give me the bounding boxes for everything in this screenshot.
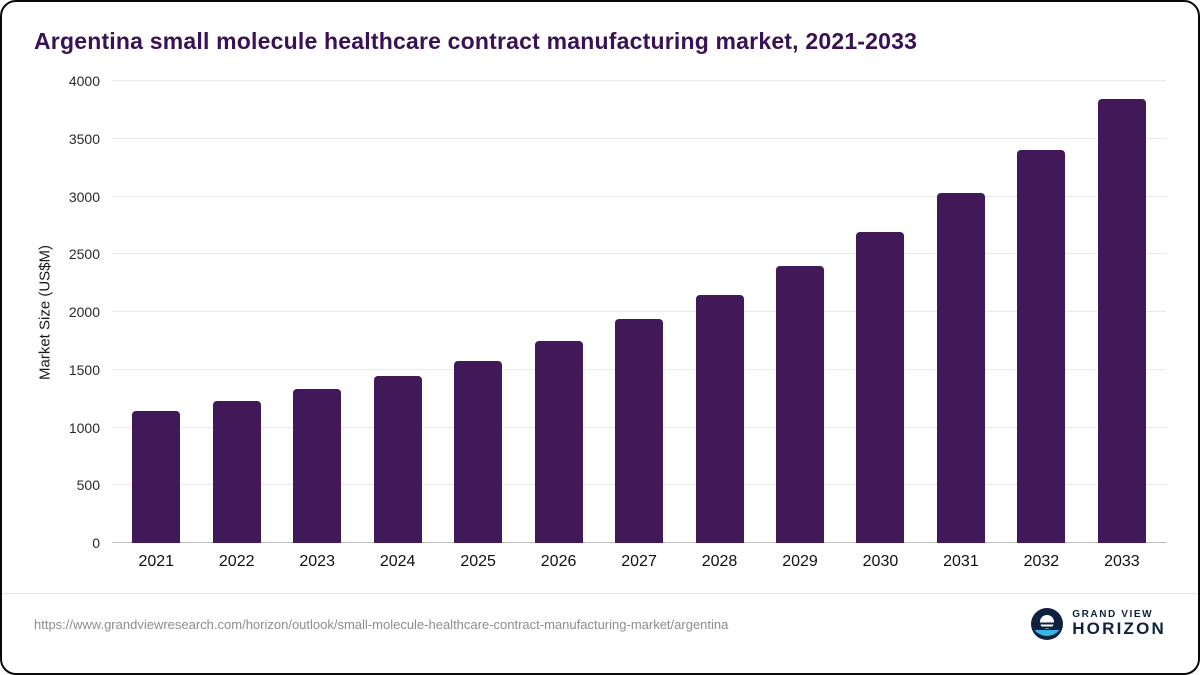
x-tick-label-2026: 2026 <box>540 553 577 570</box>
bar-cell-2026 <box>518 81 598 543</box>
bar-cell-2023 <box>277 81 357 543</box>
bar-cell-2028 <box>679 81 759 543</box>
plot-area: 0 500 1000 1500 2000 2500 3000 3500 4000 <box>69 73 1166 551</box>
y-tick-label-4000: 4000 <box>68 73 100 89</box>
bar-2027 <box>615 318 664 543</box>
x-tick-label-2021: 2021 <box>138 553 175 570</box>
x-tick-label-2024: 2024 <box>379 553 416 570</box>
bar-cell-2025 <box>438 81 518 543</box>
plot-column: 0 500 1000 1500 2000 2500 3000 3500 4000 2021 202… <box>69 73 1166 571</box>
y-tick-label-3500: 3500 <box>68 130 100 147</box>
brand-text: GRAND VIEW HORIZON <box>1072 608 1166 639</box>
gridline-4000 <box>112 80 1166 81</box>
x-tick-label-2031: 2031 <box>943 553 979 570</box>
bar-cell-2021 <box>116 81 196 543</box>
bar-2024 <box>373 375 422 543</box>
bar-cell-2033 <box>1082 81 1162 543</box>
bar-cell-2030 <box>840 81 920 543</box>
y-tick-label-0: 0 <box>92 535 100 551</box>
x-tick-label-2023: 2023 <box>299 553 335 570</box>
bar-cell-2024 <box>357 81 437 543</box>
gridline-3000 <box>112 195 1166 197</box>
y-tick-label-1500: 1500 <box>68 361 100 378</box>
bar-2033 <box>1097 99 1146 543</box>
bar-2028 <box>695 294 744 543</box>
x-tick-label-2022: 2022 <box>218 553 255 570</box>
chart-title: Argentina small molecule healthcare cont… <box>34 28 918 54</box>
y-tick-label-1000: 1000 <box>68 419 100 436</box>
y-tick-label-3000: 3000 <box>68 188 100 205</box>
gridline-2500 <box>112 253 1166 255</box>
bar-chart: Market Size (US$M) 0 500 1000 1500 2000 2500 3… <box>34 73 1166 571</box>
x-tick-label-2032: 2032 <box>1023 553 1060 570</box>
brand-logo: GRAND VIEW HORIZON <box>1031 608 1166 640</box>
x-axis-labels: 2021 2022 2023 2024 2025 2026 2027 2028 2029 2030… <box>112 553 1166 571</box>
gridline-2000 <box>112 311 1166 312</box>
bar-cell-2027 <box>599 81 679 543</box>
footer-divider <box>2 593 1198 594</box>
y-axis-label: Market Size (US$M) <box>36 244 54 380</box>
x-tick-label-2025: 2025 <box>460 553 496 570</box>
x-tick-label-2033: 2033 <box>1104 553 1140 570</box>
brand-name-top: GRAND VIEW <box>1072 608 1154 620</box>
y-tick-label-2500: 2500 <box>68 246 100 263</box>
horizon-logo-icon <box>1031 608 1064 640</box>
x-tick-label-2028: 2028 <box>701 553 738 570</box>
y-tick-label-2000: 2000 <box>68 304 100 320</box>
bar-2022 <box>212 400 261 543</box>
bar-cell-2031 <box>921 81 1001 543</box>
bar-cell-2029 <box>760 81 840 543</box>
bar-cell-2032 <box>1001 81 1081 543</box>
brand-name-bottom: HORIZON <box>1072 619 1166 639</box>
bar-2029 <box>775 265 824 543</box>
bar-2026 <box>534 340 583 543</box>
y-tick-label-500: 500 <box>76 477 100 494</box>
gridline-3500 <box>112 137 1166 139</box>
bar-cell-2022 <box>196 81 276 543</box>
bar-2030 <box>856 232 905 543</box>
x-tick-label-2027: 2027 <box>621 553 657 570</box>
x-tick-label-2030: 2030 <box>862 553 899 570</box>
bar-2031 <box>936 193 985 543</box>
bar-2021 <box>132 411 181 543</box>
bars-container <box>112 81 1166 543</box>
footer: https://www.grandviewresearch.com/horizo… <box>34 594 1166 640</box>
bar-2025 <box>454 360 503 543</box>
x-tick-label-2029: 2029 <box>782 553 818 570</box>
source-url: https://www.grandviewresearch.com/horizo… <box>34 616 729 632</box>
bar-2032 <box>1017 150 1066 543</box>
bar-2023 <box>293 389 342 543</box>
